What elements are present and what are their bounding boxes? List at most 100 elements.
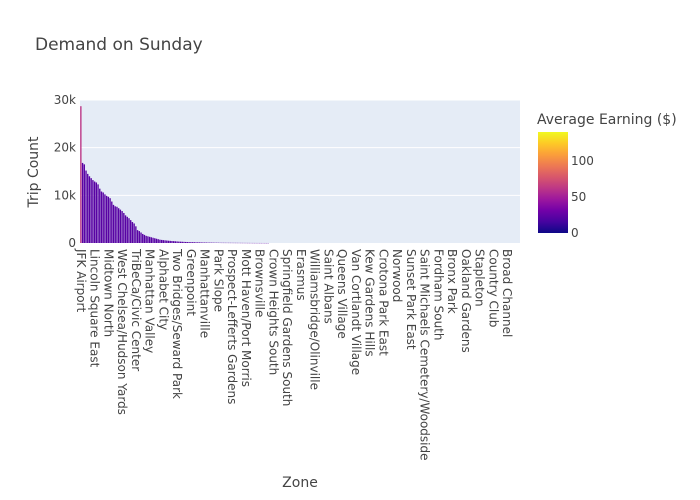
bar: [200, 242, 202, 243]
colorbar-title: Average Earning ($): [537, 112, 677, 128]
x-tick-label: Queens Village: [335, 249, 349, 339]
x-tick-label: Two Bridges/Seward Park: [170, 248, 184, 399]
x-tick-label: Brownsville: [253, 249, 267, 317]
bar: [124, 215, 127, 243]
bar: [191, 242, 194, 243]
bar: [123, 212, 125, 243]
bar: [174, 241, 177, 243]
colorbar-ticks: 0 50 100: [571, 154, 594, 240]
y-axis-ticks: 0 10k 20k 30k: [54, 93, 76, 250]
bar: [83, 164, 85, 243]
x-tick-label: Norwood: [390, 249, 404, 302]
bar: [190, 242, 192, 243]
colorbar-tick-label: 0: [571, 226, 579, 240]
x-tick-label: Springfield Gardens South: [280, 249, 294, 406]
bar: [128, 218, 130, 243]
x-tick-label: Greenpoint: [184, 249, 198, 316]
y-tick-label: 30k: [54, 93, 76, 107]
x-tick-label: Manhattan Valley: [143, 249, 157, 353]
x-tick-label: Midtown North: [101, 249, 115, 337]
bars: [80, 106, 269, 244]
bar: [117, 208, 120, 243]
colorbar-tick-label: 50: [571, 190, 586, 204]
y-tick-label: 20k: [54, 141, 76, 155]
bar: [109, 198, 111, 243]
bar: [147, 236, 149, 243]
bar: [155, 238, 158, 243]
y-tick-label: 10k: [54, 188, 76, 202]
bar: [148, 236, 151, 243]
bar: [178, 241, 180, 243]
bar: [197, 242, 199, 243]
y-tick-label: 0: [68, 236, 76, 250]
x-axis-title: Zone: [282, 475, 318, 491]
x-tick-label: Stapleton: [473, 249, 487, 307]
bar: [97, 184, 99, 243]
bar: [99, 188, 101, 243]
bar: [157, 239, 159, 243]
bar: [150, 237, 153, 243]
bar: [143, 234, 146, 243]
bar: [138, 231, 140, 243]
x-tick-label: Lincoln Square East: [88, 249, 102, 368]
colorbar: [538, 132, 568, 233]
bar: [100, 191, 103, 243]
bar: [112, 204, 115, 243]
x-tick-label: Kew Gardens Hills: [363, 249, 377, 357]
bar: [181, 241, 183, 243]
bar: [167, 240, 170, 243]
bar: [121, 211, 123, 243]
bar: [85, 170, 87, 243]
bar: [164, 240, 166, 243]
x-tick-label: Oakland Gardens: [459, 249, 473, 353]
colorbar-tick-label: 100: [571, 154, 594, 168]
bar: [114, 206, 116, 243]
bar: [107, 196, 110, 243]
x-tick-label: West Chelsea/Hudson Yards: [115, 249, 129, 415]
x-tick-label: Saint Albans: [321, 249, 335, 324]
bar: [160, 239, 163, 243]
bar: [179, 241, 182, 243]
bar: [193, 242, 195, 243]
x-tick-label: Mott Haven/Port Morris: [239, 249, 253, 387]
bar: [142, 233, 144, 243]
bar: [95, 182, 98, 243]
bar: [198, 242, 201, 243]
y-axis-title: Trip Count: [26, 136, 42, 209]
bar: [154, 238, 156, 243]
bar: [133, 223, 135, 243]
bar: [93, 181, 96, 243]
x-tick-label: JFK Airport: [74, 248, 88, 312]
bar: [116, 206, 118, 243]
x-tick-label: Manhattanville: [198, 249, 212, 338]
x-tick-label: Crotona Park East: [376, 249, 390, 356]
x-tick-label: TriBeCa/Civic Center: [129, 248, 143, 371]
x-tick-label: Park Slope: [211, 249, 225, 312]
x-tick-label: Country Club: [486, 249, 500, 327]
bar: [185, 241, 187, 243]
bar: [80, 106, 82, 244]
x-tick-label: Williamsbridge/Olinville: [308, 249, 322, 390]
bar: [159, 239, 161, 243]
bar: [90, 178, 92, 243]
plot-area: [80, 100, 520, 243]
bar: [130, 220, 132, 243]
bar: [136, 230, 139, 243]
chart-title: Demand on Sunday: [35, 35, 203, 55]
bar: [183, 241, 185, 243]
bar: [131, 222, 134, 243]
bar: [111, 201, 113, 243]
bar: [119, 209, 122, 243]
x-axis-ticks: JFK Airport Lincoln Square East Midtown No…: [74, 248, 514, 461]
x-tick-label: Broad Channel: [500, 249, 514, 337]
bar: [104, 194, 106, 243]
x-tick-label: Fordham South: [431, 249, 445, 341]
bar: [171, 240, 173, 243]
bar: [176, 241, 178, 243]
bar: [145, 235, 147, 243]
x-tick-label: Crown Heights South: [266, 249, 280, 375]
bar: [105, 195, 108, 243]
bar: [188, 242, 190, 243]
bar: [126, 216, 128, 243]
